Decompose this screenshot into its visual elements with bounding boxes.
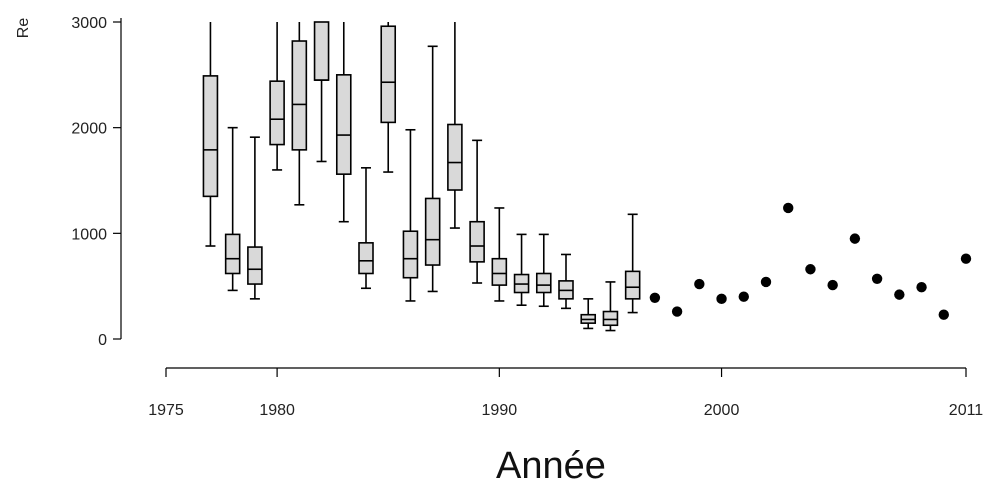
box-1980: [269, 22, 285, 171]
box-body: [335, 74, 352, 175]
box-body: [535, 272, 552, 294]
x-axis: 1975 1980 1990 2000 2011: [148, 367, 984, 419]
point-2001: [738, 291, 749, 302]
box-1987: [424, 45, 441, 293]
point-1997: [649, 292, 661, 303]
box-body: [602, 310, 619, 327]
box-1995: [602, 281, 619, 332]
box-1994: [580, 298, 597, 330]
x-tick-label-2011: 2011: [949, 402, 984, 419]
point-2000: [716, 293, 727, 305]
box-1985: [380, 22, 397, 173]
box-body: [447, 123, 463, 191]
point-2005: [827, 279, 838, 291]
box-1996: [624, 213, 641, 314]
box-1990: [491, 207, 508, 302]
x-tick-label-2000: 2000: [704, 402, 740, 419]
y-tick-label-1000: 1000: [71, 226, 107, 243]
box-body: [202, 75, 219, 198]
point-2007: [871, 273, 883, 284]
box-1992: [535, 233, 552, 308]
box-1981: [291, 22, 308, 206]
y-tick-label-2000: 2000: [71, 121, 107, 138]
point-2004: [805, 264, 816, 275]
y-axis-title: Re: [15, 18, 32, 39]
box-1991: [513, 233, 530, 306]
box-body: [424, 197, 441, 266]
box-1984: [358, 167, 374, 290]
y-tick-label-0: 0: [98, 332, 107, 349]
box-body: [224, 233, 241, 275]
point-2010: [938, 309, 949, 320]
point-2008: [894, 289, 905, 300]
box-1982: [313, 21, 330, 163]
x-tick-label-1990: 1990: [482, 402, 518, 419]
y-axis: 0 1000 2000 3000: [71, 15, 122, 349]
box-1993: [558, 253, 574, 310]
box-body: [247, 246, 263, 285]
point-2002: [760, 276, 772, 288]
point-1999: [694, 278, 705, 290]
box-1979: [247, 136, 263, 300]
box-1988: [447, 22, 463, 229]
box-body: [469, 220, 485, 263]
y-tick-label-3000: 3000: [71, 15, 107, 32]
box-body: [358, 242, 374, 275]
plot-area: [202, 21, 972, 332]
box-1978: [224, 126, 241, 292]
box-1989: [469, 139, 485, 284]
point-1998: [671, 306, 683, 317]
point-2011: [960, 253, 972, 264]
box-1983: [335, 22, 352, 223]
x-tick-label-1980: 1980: [259, 402, 295, 419]
box-body: [491, 257, 508, 286]
box-body: [269, 80, 285, 146]
point-2006: [849, 233, 861, 244]
point-2009: [916, 282, 927, 293]
box-body: [380, 25, 397, 124]
box-body: [291, 40, 308, 151]
box-body: [624, 270, 641, 300]
box-1977: [202, 22, 219, 247]
x-tick-label-1975: 1975: [148, 402, 184, 419]
box-1986: [402, 128, 419, 302]
point-2003: [783, 202, 794, 214]
box-body: [313, 21, 330, 81]
x-axis-title: Année: [496, 445, 606, 484]
box-body: [402, 230, 419, 279]
